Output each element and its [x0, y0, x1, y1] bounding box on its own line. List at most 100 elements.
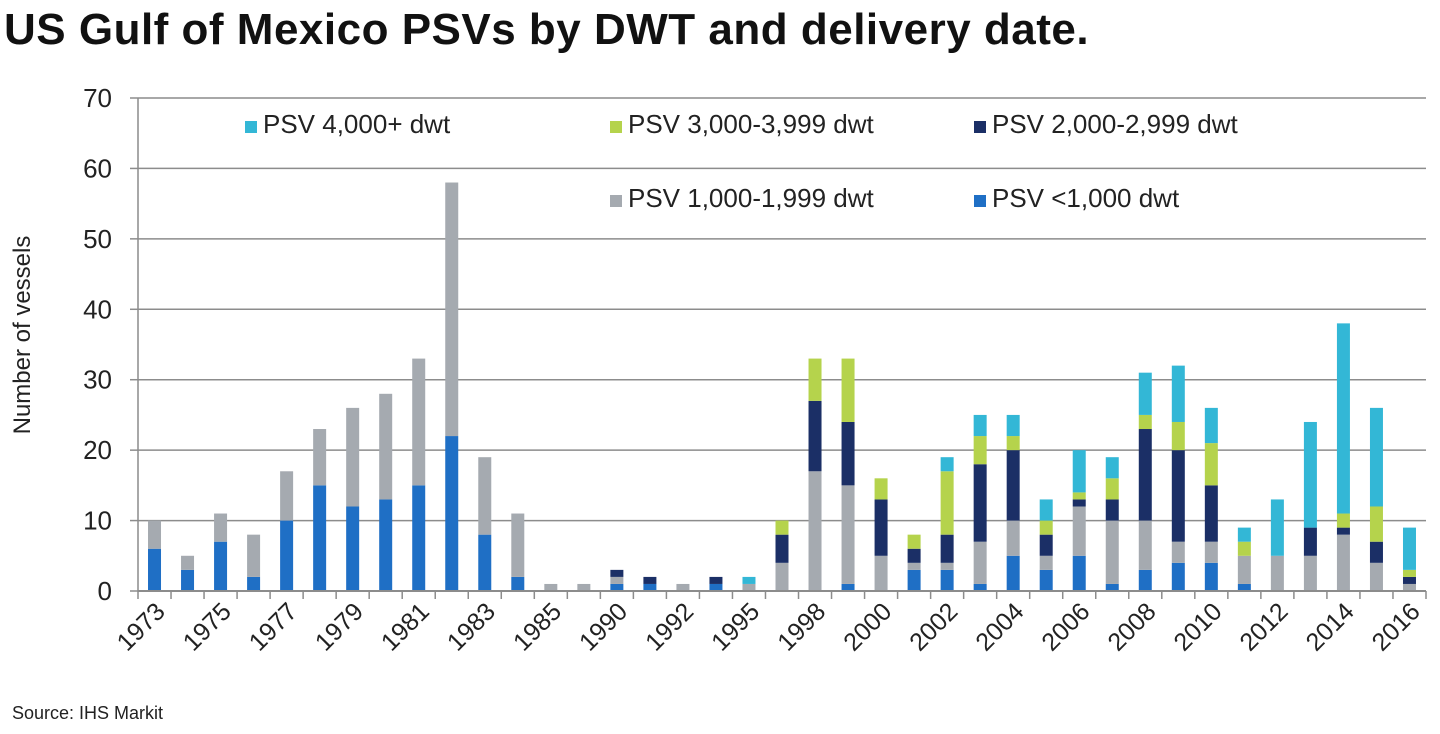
bar-segment	[1303, 555, 1317, 591]
bar-segment	[1171, 421, 1185, 451]
bar-segment	[1402, 576, 1416, 584]
bar-segment	[1369, 541, 1383, 563]
x-axis: 1973 1975 1977 1979 1981 1983 1985 1990 1992 1995…	[112, 590, 1427, 657]
x-tick-label: 1995	[706, 597, 765, 656]
x-tick-label: 1985	[508, 597, 567, 656]
bar-segment	[1138, 569, 1152, 591]
bar-segment	[511, 513, 525, 577]
bar-segment	[478, 534, 492, 591]
chart-title: US Gulf of Mexico PSVs by DWT and delive…	[4, 5, 1090, 54]
bar-segment	[808, 400, 822, 472]
bar-segment	[214, 513, 228, 542]
bars	[148, 182, 1416, 591]
x-tick-label: 1998	[772, 597, 831, 656]
bar-segment	[1369, 506, 1383, 542]
x-tick-label: 1975	[178, 597, 237, 656]
bar-segment	[577, 583, 591, 591]
bar-segment	[1138, 429, 1152, 521]
bar-segment	[346, 506, 360, 591]
bar-segment	[808, 471, 822, 591]
bar-segment	[841, 583, 855, 591]
bar-segment	[1336, 323, 1350, 514]
bar-segment	[247, 534, 261, 577]
bar-segment	[1006, 520, 1020, 556]
bar-segment	[1402, 527, 1416, 570]
legend-swatch	[974, 121, 986, 133]
bar-segment	[445, 436, 459, 591]
bar-segment	[1204, 562, 1218, 591]
bar-segment	[940, 471, 954, 535]
bar-segment	[973, 541, 987, 584]
bar-segment	[808, 358, 822, 401]
bar-segment	[313, 485, 327, 591]
bar-segment	[544, 583, 558, 591]
bar-segment	[610, 583, 624, 591]
y-tick-label: 0	[98, 576, 112, 606]
bar-segment	[1138, 372, 1152, 415]
bar-segment	[379, 499, 393, 591]
bar-segment	[1105, 499, 1119, 521]
x-tick-label: 2012	[1234, 597, 1293, 656]
x-tick-label: 2014	[1301, 597, 1360, 656]
x-tick-label: 1977	[244, 597, 303, 656]
y-tick-label: 10	[83, 506, 112, 536]
bar-segment	[1237, 527, 1251, 542]
bar-segment	[1039, 520, 1053, 535]
bar-segment	[973, 583, 987, 591]
legend-label: PSV 4,000+ dwt	[263, 109, 451, 139]
bar-segment	[148, 548, 162, 591]
bar-segment	[1204, 407, 1218, 444]
bar-segment	[1006, 555, 1020, 591]
bar-segment	[643, 583, 657, 591]
bar-segment	[874, 499, 888, 556]
bar-segment	[874, 555, 888, 591]
legend-label: PSV 2,000-2,999 dwt	[992, 109, 1238, 139]
bar-segment	[940, 569, 954, 591]
bar-segment	[973, 436, 987, 465]
x-tick-label: 2016	[1367, 597, 1426, 656]
bar-segment	[412, 485, 426, 591]
y-axis: 0 10 20 30 40 50 60 70	[83, 83, 139, 606]
bar-segment	[247, 576, 261, 591]
bar-segment	[643, 576, 657, 584]
bar-segment	[1171, 365, 1185, 422]
bar-segment	[1369, 562, 1383, 591]
bar-segment	[1237, 555, 1251, 584]
bar-segment	[610, 576, 624, 584]
bar-segment	[907, 548, 921, 563]
bar-segment	[1105, 457, 1119, 479]
bar-segment	[1270, 499, 1284, 556]
bar-segment	[1105, 520, 1119, 584]
bar-segment	[1006, 450, 1020, 521]
bar-segment	[973, 414, 987, 437]
bar-segment	[841, 421, 855, 486]
bar-segment	[1237, 541, 1251, 556]
y-tick-label: 70	[83, 83, 112, 113]
y-tick-label: 40	[83, 294, 112, 324]
bar-segment	[874, 478, 888, 500]
x-tick-label: 2000	[838, 597, 897, 656]
bar-segment	[610, 569, 624, 577]
bar-segment	[1336, 527, 1350, 535]
y-axis-label: Number of vessels	[9, 236, 36, 435]
y-tick-label: 20	[83, 435, 112, 465]
legend-swatch	[610, 195, 622, 207]
bar-segment	[775, 562, 789, 591]
bar-segment	[1303, 421, 1317, 528]
bar-segment	[478, 457, 492, 535]
x-tick-label: 1990	[574, 597, 633, 656]
bar-segment	[1171, 541, 1185, 563]
bar-segment	[1072, 492, 1086, 500]
legend-label: PSV <1,000 dwt	[992, 183, 1180, 213]
bar-segment	[775, 534, 789, 563]
bar-segment	[841, 485, 855, 584]
gridlines	[138, 97, 1426, 522]
bar-segment	[973, 464, 987, 542]
x-tick-label: 2010	[1168, 597, 1227, 656]
bar-segment	[214, 541, 228, 591]
bar-segment	[1039, 555, 1053, 570]
bar-segment	[1138, 414, 1152, 430]
bar-segment	[1303, 527, 1317, 556]
bar-segment	[1072, 555, 1086, 591]
bar-segment	[1369, 407, 1383, 507]
